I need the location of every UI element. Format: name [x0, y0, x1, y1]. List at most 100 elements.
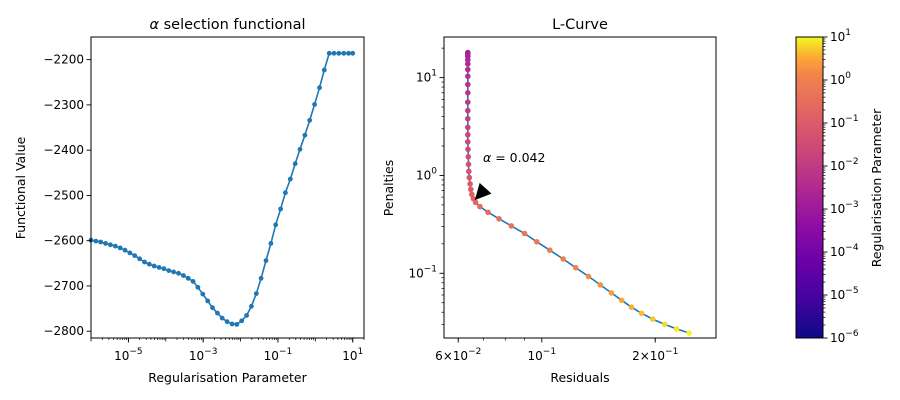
chart1-point: [176, 270, 181, 276]
chart1-line: [90, 52, 353, 326]
chart1-point: [181, 273, 186, 278]
colorbar-tick-label: 10−6: [830, 329, 859, 345]
colorbar: 10−6 10−5 10−4 10−3 10−2 10−1 100 101 Regularis…: [795, 28, 884, 345]
chart2-point: [560, 256, 566, 262]
colorbar-tick-label: 10−2: [830, 157, 859, 173]
chart1-point: [224, 319, 230, 325]
chart1-x-tick-label: 10−3: [189, 347, 218, 363]
chart2-annotation: α = 0.042: [474, 150, 545, 201]
chart1-x-tick-label: 10−1: [264, 347, 293, 363]
chart2-annotation-text: α = 0.042: [483, 150, 545, 165]
colorbar-tick-label: 10−4: [830, 243, 859, 259]
chart1-y-tick-label: −2300: [43, 98, 84, 112]
chart2-point: [469, 191, 475, 198]
chart1-y-tick-label: −2700: [43, 279, 84, 293]
colorbar-tick-label: 10−1: [830, 114, 859, 130]
chart1-point: [108, 242, 113, 248]
chart1-point: [244, 313, 250, 318]
chart1-point: [195, 284, 201, 290]
chart1-point: [190, 279, 196, 284]
chart1-point: [215, 310, 220, 316]
chart1-y-tick-label: −2600: [43, 234, 84, 248]
chart1-y-tick-label: −2500: [43, 188, 84, 202]
chart2-point: [673, 326, 680, 332]
chart1-point: [287, 176, 293, 182]
chart2-point: [465, 66, 471, 73]
chart1-point: [142, 259, 147, 265]
chart1-x-tick-label: 101: [342, 347, 363, 363]
chart1-point: [151, 263, 157, 269]
colorbar-ticks: 10−6 10−5 10−4 10−3 10−2 10−1 100 101: [823, 28, 859, 345]
chart2-point: [465, 115, 471, 122]
chart2-point: [618, 297, 625, 304]
chart2-point: [534, 239, 540, 245]
chart1-point: [317, 85, 322, 91]
chart2-frame: [443, 36, 717, 339]
colorbar-tick-label: 10−3: [830, 200, 859, 216]
chart2-point: [465, 61, 471, 67]
chart1-point: [132, 253, 138, 258]
chart1-x-tick-label: 10−5: [114, 347, 143, 363]
chart1-point: [205, 298, 211, 304]
chart1-point: [239, 318, 245, 324]
chart2-x-ticks: 6×10−2 10−1 2×10−1: [435, 338, 678, 363]
chart1-title-alpha: α: [149, 17, 159, 33]
chart2-point: [649, 316, 656, 322]
chart1-y-tick-label: −2400: [43, 143, 84, 157]
chart1-point: [283, 190, 288, 196]
chart1-point: [103, 241, 108, 246]
chart2-x-label: Residuals: [550, 370, 609, 385]
chart2-point: [608, 290, 615, 296]
chart2-point: [465, 139, 471, 145]
chart1-point: [350, 50, 356, 56]
chart1-point: [122, 247, 128, 253]
chart1-series: [88, 50, 356, 327]
chart1-point: [258, 275, 264, 281]
chart1-point: [268, 241, 274, 246]
l-curve-chart: L-Curve α = 0.042 6×10−2 10−1 2×10−1 10−11…: [381, 17, 717, 385]
chart2-point: [466, 168, 472, 175]
chart2-point: [468, 186, 474, 193]
chart2-title: L-Curve: [552, 17, 608, 33]
chart2-point: [472, 199, 479, 206]
chart2-point: [508, 223, 515, 229]
chart1-point: [146, 261, 152, 267]
colorbar-tick-label: 101: [830, 28, 851, 44]
chart1-point: [93, 238, 99, 244]
chart2-x-tick-label: 2×10−1: [632, 347, 678, 363]
chart2-point: [465, 124, 471, 131]
chart2-point: [465, 90, 471, 96]
chart2-point: [465, 81, 471, 88]
chart1-point: [312, 102, 317, 107]
chart2-x-tick-label: 6×10−2: [435, 347, 481, 363]
chart2-point: [465, 73, 471, 80]
chart1-title: α selection functional: [149, 17, 305, 33]
colorbar-tick-label: 100: [830, 71, 851, 87]
chart2-point: [465, 161, 472, 168]
chart2-line: [467, 52, 690, 334]
colorbar-gradient: [795, 36, 824, 339]
chart2-point: [485, 209, 491, 216]
chart1-point: [112, 243, 118, 249]
chart2-point: [465, 57, 471, 63]
chart2-point: [496, 216, 502, 222]
chart1-y-tick-label: −2200: [43, 53, 84, 67]
chart1-point: [171, 269, 177, 275]
chart1-point: [297, 146, 303, 152]
chart1-point: [219, 315, 225, 321]
chart1-point: [253, 291, 259, 296]
chart1-point: [210, 305, 215, 311]
chart1-point: [166, 268, 172, 273]
chart1-point: [137, 256, 143, 262]
chart1-frame: [90, 36, 365, 339]
chart1-point: [98, 239, 104, 245]
chart2-y-tick-label: 101: [416, 69, 437, 85]
chart1-point: [307, 117, 313, 123]
chart1-point: [234, 322, 240, 327]
chart2-y-tick-label: 100: [416, 166, 437, 182]
chart2-annotation-arrow: [474, 182, 492, 201]
chart1-point: [336, 50, 342, 56]
chart1-point: [249, 303, 254, 309]
alpha-selection-chart: α selection functional 10−5 10−3 10−1 101 −…: [13, 17, 365, 385]
